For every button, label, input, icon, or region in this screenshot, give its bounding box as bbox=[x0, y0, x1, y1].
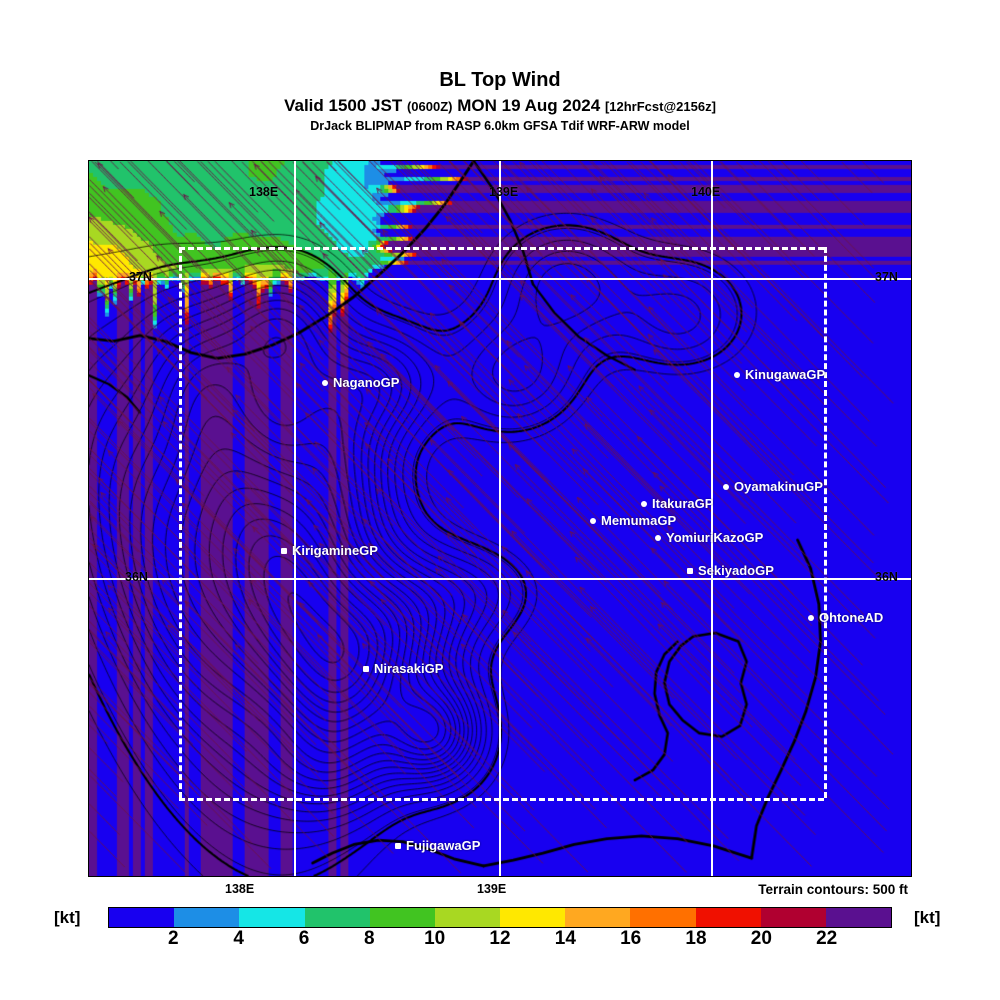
forecast-tag: [12hrFcst@2156z] bbox=[604, 99, 716, 114]
weather-map[interactable]: 138E 139E 140E 37N 36N 37N 36N NaganoGP Kinugawa… bbox=[88, 160, 912, 877]
colorbar-band-5 bbox=[434, 908, 501, 927]
station-dot-icon bbox=[641, 500, 647, 507]
station-label: NaganoGP bbox=[333, 375, 400, 390]
valid-prefix: Valid 1500 JST bbox=[284, 96, 403, 115]
domain-box-right bbox=[824, 247, 827, 798]
station-label: KirigamineGP bbox=[292, 543, 378, 558]
station-label: SekiyadoGP bbox=[698, 563, 774, 578]
colorbar-band-10 bbox=[760, 908, 826, 927]
station-label: FujigawaGP bbox=[406, 838, 481, 853]
station-label: MemumaGP bbox=[601, 513, 677, 528]
colorbar-tick-12: 12 bbox=[489, 928, 511, 949]
map-label-lat-36n-left: 36N bbox=[125, 570, 148, 584]
station-label: ItakuraGP bbox=[652, 496, 714, 511]
colorbar-band-3 bbox=[304, 908, 370, 927]
station-marker-yomiurikazogp[interactable]: YomiuriKazoGP bbox=[655, 531, 763, 544]
map-label-lon-138e-top: 138E bbox=[249, 185, 279, 199]
station-dot-icon bbox=[808, 614, 814, 621]
station-marker-kirigaminegp[interactable]: KirigamineGP bbox=[281, 544, 378, 557]
colorbar-tick-20: 20 bbox=[750, 928, 772, 949]
station-marker-naganogp[interactable]: NaganoGP bbox=[322, 376, 399, 389]
station-dot-icon bbox=[363, 665, 369, 672]
station-dot-icon bbox=[655, 534, 661, 541]
station-marker-itakuragp[interactable]: ItakuraGP bbox=[641, 497, 713, 510]
colorbar-band-0 bbox=[109, 908, 175, 927]
station-dot-icon bbox=[322, 379, 328, 386]
map-label-lat-37n-right: 37N bbox=[875, 270, 898, 284]
station-marker-sekiyadogp[interactable]: SekiyadoGP bbox=[687, 564, 774, 577]
station-marker-nirasakigp[interactable]: NirasakiGP bbox=[363, 662, 443, 675]
station-dot-icon bbox=[723, 483, 729, 490]
colorbar-tick-10: 10 bbox=[424, 928, 446, 949]
axis-label-bottom-139e: 139E bbox=[477, 882, 507, 896]
station-label: YomiuriKazoGP bbox=[666, 530, 764, 545]
colorbar-band-11 bbox=[825, 908, 892, 927]
station-dot-icon bbox=[734, 371, 740, 378]
station-label: OyamakinuGP bbox=[734, 479, 823, 494]
colorbar-swatches bbox=[108, 907, 892, 928]
page-title: BL Top Wind bbox=[439, 69, 561, 91]
station-marker-kinugawagp[interactable]: KinugawaGP bbox=[734, 368, 825, 381]
colorbar-band-9 bbox=[695, 908, 761, 927]
gridline-lon-139e bbox=[499, 161, 501, 876]
valid-utc: (0600Z) bbox=[406, 99, 453, 114]
colorbar-tick-18: 18 bbox=[685, 928, 707, 949]
map-label-lat-36n-right: 36N bbox=[875, 570, 898, 584]
valid-time-line: Valid 1500 JST (0600Z) MON 19 Aug 2024 [… bbox=[0, 97, 1000, 114]
gridline-lat-37n bbox=[89, 278, 911, 280]
colorbar-tick-labels: 2 4 6 8 10 12 14 16 18 20 22 bbox=[108, 929, 892, 953]
colorbar-tick-8: 8 bbox=[364, 928, 375, 949]
station-dot-icon bbox=[395, 842, 401, 849]
header-block: BL Top Wind Valid 1500 JST (0600Z) MON 1… bbox=[0, 0, 1000, 133]
map-label-lon-140e-top: 140E bbox=[691, 185, 721, 199]
map-label-lat-37n-left: 37N bbox=[129, 270, 152, 284]
model-credit: DrJack BLIPMAP from RASP 6.0km GFSA Tdif… bbox=[310, 119, 690, 133]
domain-box-left bbox=[179, 247, 182, 798]
colorbar-tick-6: 6 bbox=[298, 928, 310, 949]
colorbar-band-7 bbox=[565, 908, 631, 927]
colorbar-band-8 bbox=[630, 908, 696, 927]
gridline-lat-36n bbox=[89, 578, 911, 580]
colorbar-unit-left: [kt] bbox=[54, 908, 81, 927]
colorbar: 2 4 6 8 10 12 14 16 18 20 22 bbox=[0, 903, 1000, 953]
station-dot-icon bbox=[281, 547, 287, 554]
gridline-lon-138e bbox=[294, 161, 296, 876]
station-marker-fujigawagp[interactable]: FujigawaGP bbox=[395, 839, 480, 852]
station-dot-icon bbox=[687, 567, 693, 574]
colorbar-tick-16: 16 bbox=[620, 928, 642, 949]
colorbar-tick-14: 14 bbox=[554, 928, 576, 949]
colorbar-tick-4: 4 bbox=[233, 928, 244, 949]
station-label: OhtoneAD bbox=[819, 610, 884, 625]
station-marker-oyamakinugp[interactable]: OyamakinuGP bbox=[723, 480, 823, 493]
map-label-lon-139e-top: 139E bbox=[489, 185, 519, 199]
domain-box-bottom bbox=[179, 798, 824, 801]
colorbar-band-4 bbox=[369, 908, 435, 927]
colorbar-unit-right: [kt] bbox=[914, 908, 941, 927]
map-annotation-layer: 138E 139E 140E 37N 36N 37N 36N NaganoGP Kinugawa… bbox=[89, 161, 911, 876]
station-dot-icon bbox=[590, 517, 596, 524]
axis-label-bottom-138e: 138E bbox=[225, 882, 255, 896]
station-label: KinugawaGP bbox=[745, 367, 826, 382]
valid-date: MON 19 Aug 2024 bbox=[457, 96, 601, 115]
colorbar-tick-2: 2 bbox=[168, 928, 179, 949]
station-marker-memumagp[interactable]: MemumaGP bbox=[590, 514, 676, 527]
gridline-lon-140e bbox=[711, 161, 713, 876]
colorbar-band-2 bbox=[239, 908, 305, 927]
colorbar-band-1 bbox=[174, 908, 240, 927]
station-label: NirasakiGP bbox=[374, 661, 444, 676]
colorbar-tick-22: 22 bbox=[816, 928, 838, 949]
colorbar-band-6 bbox=[500, 908, 566, 927]
station-marker-ohtonead[interactable]: OhtoneAD bbox=[808, 611, 883, 624]
terrain-contour-note: Terrain contours: 500 ft bbox=[758, 882, 908, 897]
domain-box-top bbox=[179, 247, 824, 250]
